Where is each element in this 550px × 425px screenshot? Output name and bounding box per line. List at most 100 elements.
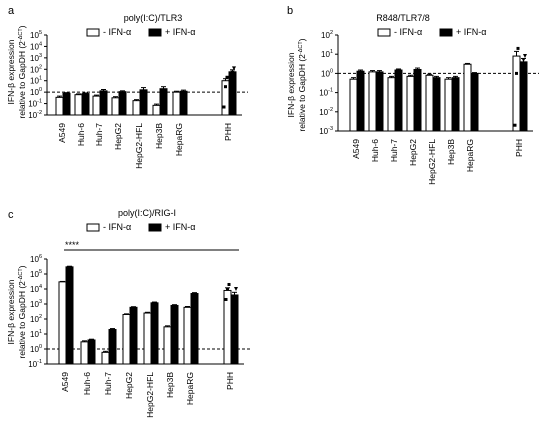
bar-minus-huh-7 [101,351,110,365]
bar-plus-huh-6 [81,93,90,116]
bar-plus-hep3b [451,77,460,132]
y-tick-label: 10-2 [319,107,333,117]
y-tick-label: 105 [30,269,42,279]
y-axis-label: IFN-β expression [6,39,16,104]
x-tick-label: Huh-7 [94,123,104,146]
y-tick-label: 101 [30,329,42,339]
bar-minus-a549 [58,281,67,365]
x-tick-label: PHH [225,372,235,390]
phh-point-minus [224,297,228,301]
y-axis-label: IFN-β expression [286,52,296,117]
phh-point-minus [515,71,518,75]
legend: - IFN-α + IFN-α [86,27,195,37]
y-tick-label: 10-1 [28,359,42,369]
bar-plus-heparg [470,72,479,132]
x-tick-label: HepG2-HFL [427,139,437,185]
bar-plus-heparg [179,90,188,116]
bar-minus-hepg2 [111,97,120,116]
bar-plus-huh-6 [375,71,384,132]
y-tick-label: 106 [30,254,42,264]
bar-plus-a549 [356,70,365,132]
x-tick-label: Hep3B [446,139,456,165]
phh-point-plus [231,342,235,347]
bar-minus-a549 [349,78,358,132]
legend-swatch-plus [148,223,162,232]
y-axis-label: IFN-β expression [6,279,16,344]
bar-minus-hepg2 [406,75,415,132]
x-tick-label: Huh-6 [370,139,380,162]
bar-minus-huh-6 [80,341,89,365]
legend-swatch-minus [377,28,391,37]
y-tick-label: 102 [30,64,42,74]
bar-minus-hep3b [163,326,172,365]
y-tick-label: 105 [30,30,42,40]
y-tick-label: 10-1 [319,88,333,98]
phh-point-minus [226,287,229,291]
phh-point-plus [234,287,238,291]
phh-point-plus [523,54,527,59]
panel-letter: b [287,5,293,17]
y-axis-label-line2: relative to GapDH (2-ΔCT) [17,25,27,118]
legend-swatch-plus [148,28,162,37]
legend-label-minus: - IFN-α [394,27,422,37]
x-tick-label: Huh-6 [76,123,86,146]
bar-plus-huh-7 [108,328,117,365]
phh-point-minus [227,282,231,286]
x-tick-label: HepaRG [465,139,475,172]
bar-minus-hepg2 [122,313,131,365]
legend-swatch-minus [86,28,100,37]
bar-minus-hepg2-hfl [132,100,141,116]
bar-minus-huh-6 [74,94,83,116]
x-tick-label: Hep3B [165,372,175,398]
panel-b: b R848/TLR7/8 - IFN-α + IFN-α IFN-β expressi… [286,5,539,185]
x-tick-label: HepaRG [174,123,184,156]
y-tick-label: 10-2 [28,110,42,120]
legend-swatch-minus [86,223,100,232]
bar-minus-heparg [172,91,181,116]
bar-plus-hepg2 [413,68,422,132]
legend-label-plus: + IFN-α [165,27,195,37]
significance-label: **** [65,240,80,250]
legend: - IFN-α + IFN-α [377,27,486,37]
panel-letter: c [8,209,14,221]
x-tick-label: PHH [223,123,233,141]
phh-point-plus [230,70,235,75]
legend-label-minus: - IFN-α [103,222,131,232]
y-tick-label: 103 [30,53,42,63]
bar-plus-hepg2 [129,306,138,365]
phh-point-minus [516,46,520,50]
bar-minus-hep3b [444,78,453,132]
phh-point-minus [513,123,517,127]
y-tick-label: 102 [321,30,333,40]
y-tick-label: 103 [30,299,42,309]
bar-minus-heparg [183,306,192,365]
x-tick-label: A549 [57,123,67,143]
phh-point-plus [232,302,237,306]
x-tick-label: HepG2 [124,372,134,399]
y-axis-label-line2: relative to GapDH (2-ΔCT) [297,38,307,131]
bar-minus-hepg2-hfl [425,74,434,132]
bar-plus-hepg2-hfl [432,77,441,132]
y-tick-label: 104 [30,41,42,51]
phh-point-plus [232,66,236,71]
legend-label-plus: + IFN-α [456,27,486,37]
bar-plus-huh-7 [99,90,108,116]
y-tick-label: 100 [321,68,333,78]
legend: - IFN-α + IFN-α [86,222,195,232]
y-tick-label: 100 [30,87,42,97]
x-tick-label: PHH [514,139,524,157]
bar-minus-phh [223,289,232,365]
legend-swatch-plus [439,28,453,37]
bar-plus-hep3b [159,88,168,116]
x-tick-label: Huh-7 [389,139,399,162]
panel-title: R848/TLR7/8 [376,13,430,23]
x-tick-label: HepG2 [113,123,123,150]
panel-title: poly(I:C)/TLR3 [124,13,183,23]
bar-plus-phh [228,71,237,116]
y-tick-label: 100 [30,344,42,354]
bar-plus-hepg2 [118,91,127,116]
phh-point-plus [520,71,524,76]
bar-minus-a549 [55,96,64,116]
panel-c: c poly(I:C)/RIG-I - IFN-α + IFN-α IFN-β expr… [6,208,250,418]
phh-point-minus [224,85,227,89]
